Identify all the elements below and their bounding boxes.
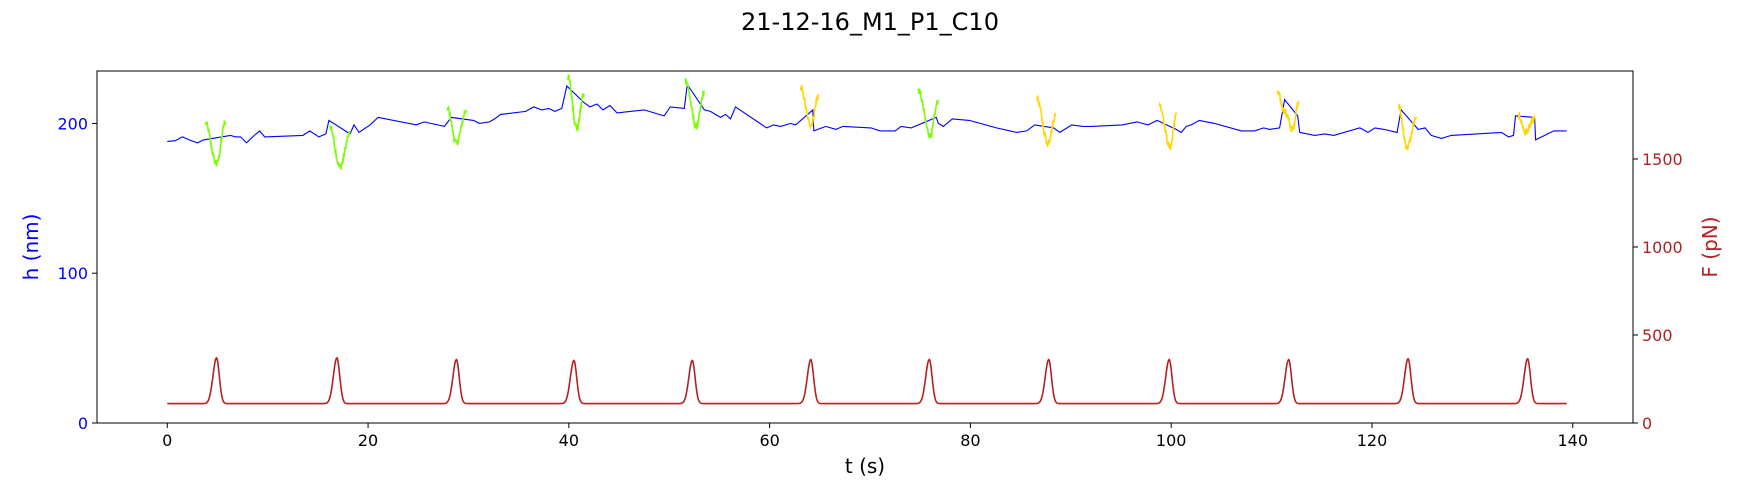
y-left-tick-label: 0: [78, 414, 88, 433]
x-axis-label: t (s): [845, 454, 885, 478]
x-tick-label: 40: [559, 431, 579, 450]
compression-cycle-2: [329, 124, 351, 170]
force-series-line: [167, 356, 1567, 405]
y-left-tick-label: 100: [57, 264, 88, 283]
compression-cycle-1: [204, 120, 227, 168]
compression-cycle-7: [917, 88, 940, 139]
compression-cycle-6: [799, 83, 820, 130]
compression-cycle-4: [567, 74, 585, 133]
compression-cycle-8: [1036, 95, 1057, 149]
y-right-axis: 0 500 1000 1500: [1633, 150, 1683, 433]
x-axis: 0 20 40 60 80 100 120 140: [162, 423, 1588, 450]
y-right-tick-label: 1500: [1642, 150, 1683, 169]
x-tick-label: 120: [1357, 431, 1388, 450]
y-left-tick-label: 200: [57, 114, 88, 133]
compression-cycle-12: [1517, 111, 1536, 137]
compression-cycle-3: [446, 105, 468, 146]
height-series-line: [167, 82, 1567, 144]
y-right-tick-label: 0: [1642, 414, 1652, 433]
y-left-axis: 0 100 200: [57, 114, 97, 433]
compression-cycle-9: [1158, 101, 1177, 151]
y-right-tick-label: 1000: [1642, 238, 1683, 257]
y-right-axis-label: F (pN): [1698, 216, 1722, 277]
x-tick-label: 140: [1557, 431, 1588, 450]
x-tick-label: 100: [1156, 431, 1187, 450]
x-tick-label: 20: [358, 431, 378, 450]
x-tick-label: 80: [960, 431, 980, 450]
y-left-axis-label: h (nm): [19, 214, 43, 281]
compression-cycle-11: [1397, 103, 1417, 152]
chart-title: 21-12-16_M1_P1_C10: [741, 8, 999, 36]
x-tick-label: 60: [759, 431, 779, 450]
compression-cycle-10: [1276, 90, 1300, 133]
compression-cycle-5: [684, 78, 706, 130]
y-right-tick-label: 500: [1642, 326, 1673, 345]
x-tick-label: 0: [162, 431, 172, 450]
